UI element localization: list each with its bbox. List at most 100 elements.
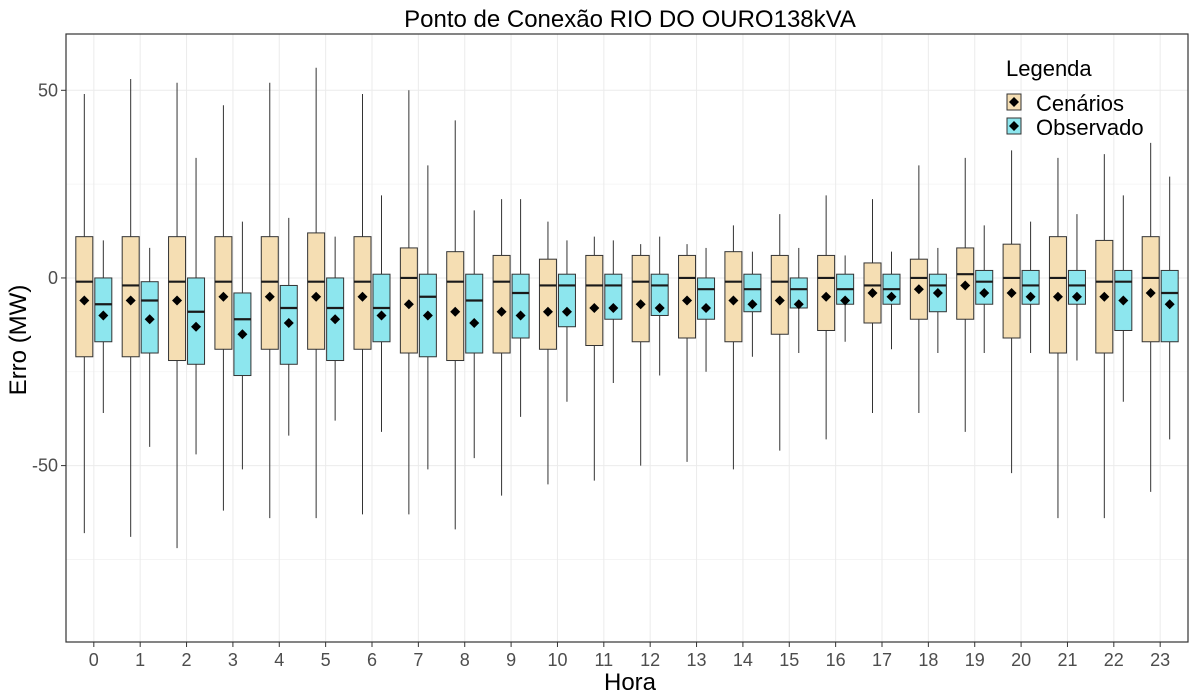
box-iqr: [975, 269, 994, 305]
mean-marker: [218, 291, 229, 302]
grid: [66, 34, 1188, 642]
panel-border: [65, 33, 1189, 643]
boxes: [75, 67, 1179, 549]
x-tick-label: 4: [274, 650, 284, 670]
x-tick-label: 9: [506, 650, 516, 670]
x-tick-label: 12: [640, 650, 660, 670]
x-tick-label: 8: [460, 650, 470, 670]
legend-item-observado: Observado: [1006, 115, 1144, 140]
box-observado: [418, 165, 437, 470]
x-tick-label: 21: [1057, 650, 1077, 670]
box-observado: [650, 236, 669, 376]
mean-marker: [403, 299, 414, 310]
x-tick-label: 10: [547, 650, 567, 670]
x-tick-label: 1: [135, 650, 145, 670]
box-iqr: [585, 254, 604, 347]
box-iqr: [538, 258, 557, 350]
box-cenarios: [399, 90, 418, 515]
box-observado: [187, 157, 206, 455]
mean-marker: [172, 295, 183, 306]
x-tick-label: 18: [918, 650, 938, 670]
axes: 500-500 1 2 3 4 5 6 7 8 9 10 11 12 13 14 15 16 17 18 19 20 21…: [32, 80, 1170, 670]
mean-marker: [747, 299, 758, 310]
x-tick-label: 20: [1011, 650, 1031, 670]
legend-item-cenarios: Cenários: [1006, 91, 1124, 116]
mean-marker: [1099, 291, 1110, 302]
mean-marker: [542, 306, 553, 317]
box-iqr: [465, 273, 484, 354]
mean-marker: [357, 291, 368, 302]
box-cenarios: [863, 199, 882, 414]
x-tick-label: 6: [367, 650, 377, 670]
box-iqr: [187, 277, 206, 365]
box-observado: [928, 247, 947, 354]
x-tick-label: 3: [228, 650, 238, 670]
mean-marker: [886, 291, 897, 302]
x-tick-label: 16: [826, 650, 846, 670]
box-observado: [140, 247, 159, 447]
box-cenarios: [678, 244, 697, 462]
mean-marker: [496, 306, 507, 317]
box-cenarios: [214, 105, 233, 511]
box-cenarios: [585, 236, 604, 481]
mean-marker: [79, 295, 90, 306]
box-observado: [975, 225, 994, 354]
mean-marker: [237, 329, 248, 340]
chart-title: Ponto de Conexão RIO DO OURO138kVA: [404, 6, 856, 33]
mean-marker: [450, 306, 461, 317]
x-tick-label: 17: [872, 650, 892, 670]
legend-label-observado: Observado: [1036, 115, 1144, 140]
box-observado: [697, 247, 716, 372]
box-observado: [882, 251, 901, 350]
box-observado: [836, 255, 855, 342]
mean-marker: [422, 310, 433, 321]
box-cenarios: [307, 67, 326, 519]
mean-marker: [1025, 291, 1036, 302]
box-cenarios: [75, 94, 94, 534]
legend-mean-marker-cenarios: [1009, 97, 1019, 107]
mean-marker: [376, 310, 387, 321]
box-cenarios: [1002, 150, 1021, 474]
box-iqr: [1067, 269, 1086, 305]
box-observado: [94, 240, 113, 414]
box-iqr: [94, 277, 113, 343]
box-cenarios: [353, 94, 372, 515]
mean-marker: [821, 291, 832, 302]
mean-marker: [191, 321, 202, 332]
mean-marker: [701, 302, 712, 313]
mean-marker: [979, 287, 990, 298]
x-tick-label: 13: [687, 650, 707, 670]
box-cenarios: [1048, 157, 1067, 519]
mean-marker: [98, 310, 109, 321]
x-tick-label: 14: [733, 650, 753, 670]
box-observado: [743, 251, 762, 357]
y-tick-label: -50: [32, 456, 58, 476]
box-iqr: [770, 254, 789, 335]
mean-marker: [728, 295, 739, 306]
box-observado: [1114, 195, 1133, 402]
box-cenarios: [1095, 154, 1114, 519]
box-cenarios: [492, 199, 511, 496]
box-observado: [557, 240, 576, 402]
box-cenarios: [446, 120, 465, 530]
box-iqr: [446, 251, 465, 362]
box-cenarios: [121, 79, 140, 537]
mean-marker: [589, 302, 600, 313]
x-tick-label: 2: [182, 650, 192, 670]
mean-marker: [774, 295, 785, 306]
box-iqr: [743, 273, 762, 313]
mean-marker: [1145, 287, 1156, 298]
mean-marker: [682, 295, 693, 306]
box-observado: [465, 210, 484, 459]
mean-marker: [264, 291, 275, 302]
box-observado: [1067, 214, 1086, 361]
mean-marker: [1118, 295, 1129, 306]
box-iqr: [697, 277, 716, 320]
y-tick-label: 50: [38, 80, 58, 100]
box-observado: [1160, 176, 1179, 440]
x-tick-label: 15: [779, 650, 799, 670]
mean-marker: [311, 291, 322, 302]
mean-marker: [867, 287, 878, 298]
box-observado: [372, 195, 391, 432]
